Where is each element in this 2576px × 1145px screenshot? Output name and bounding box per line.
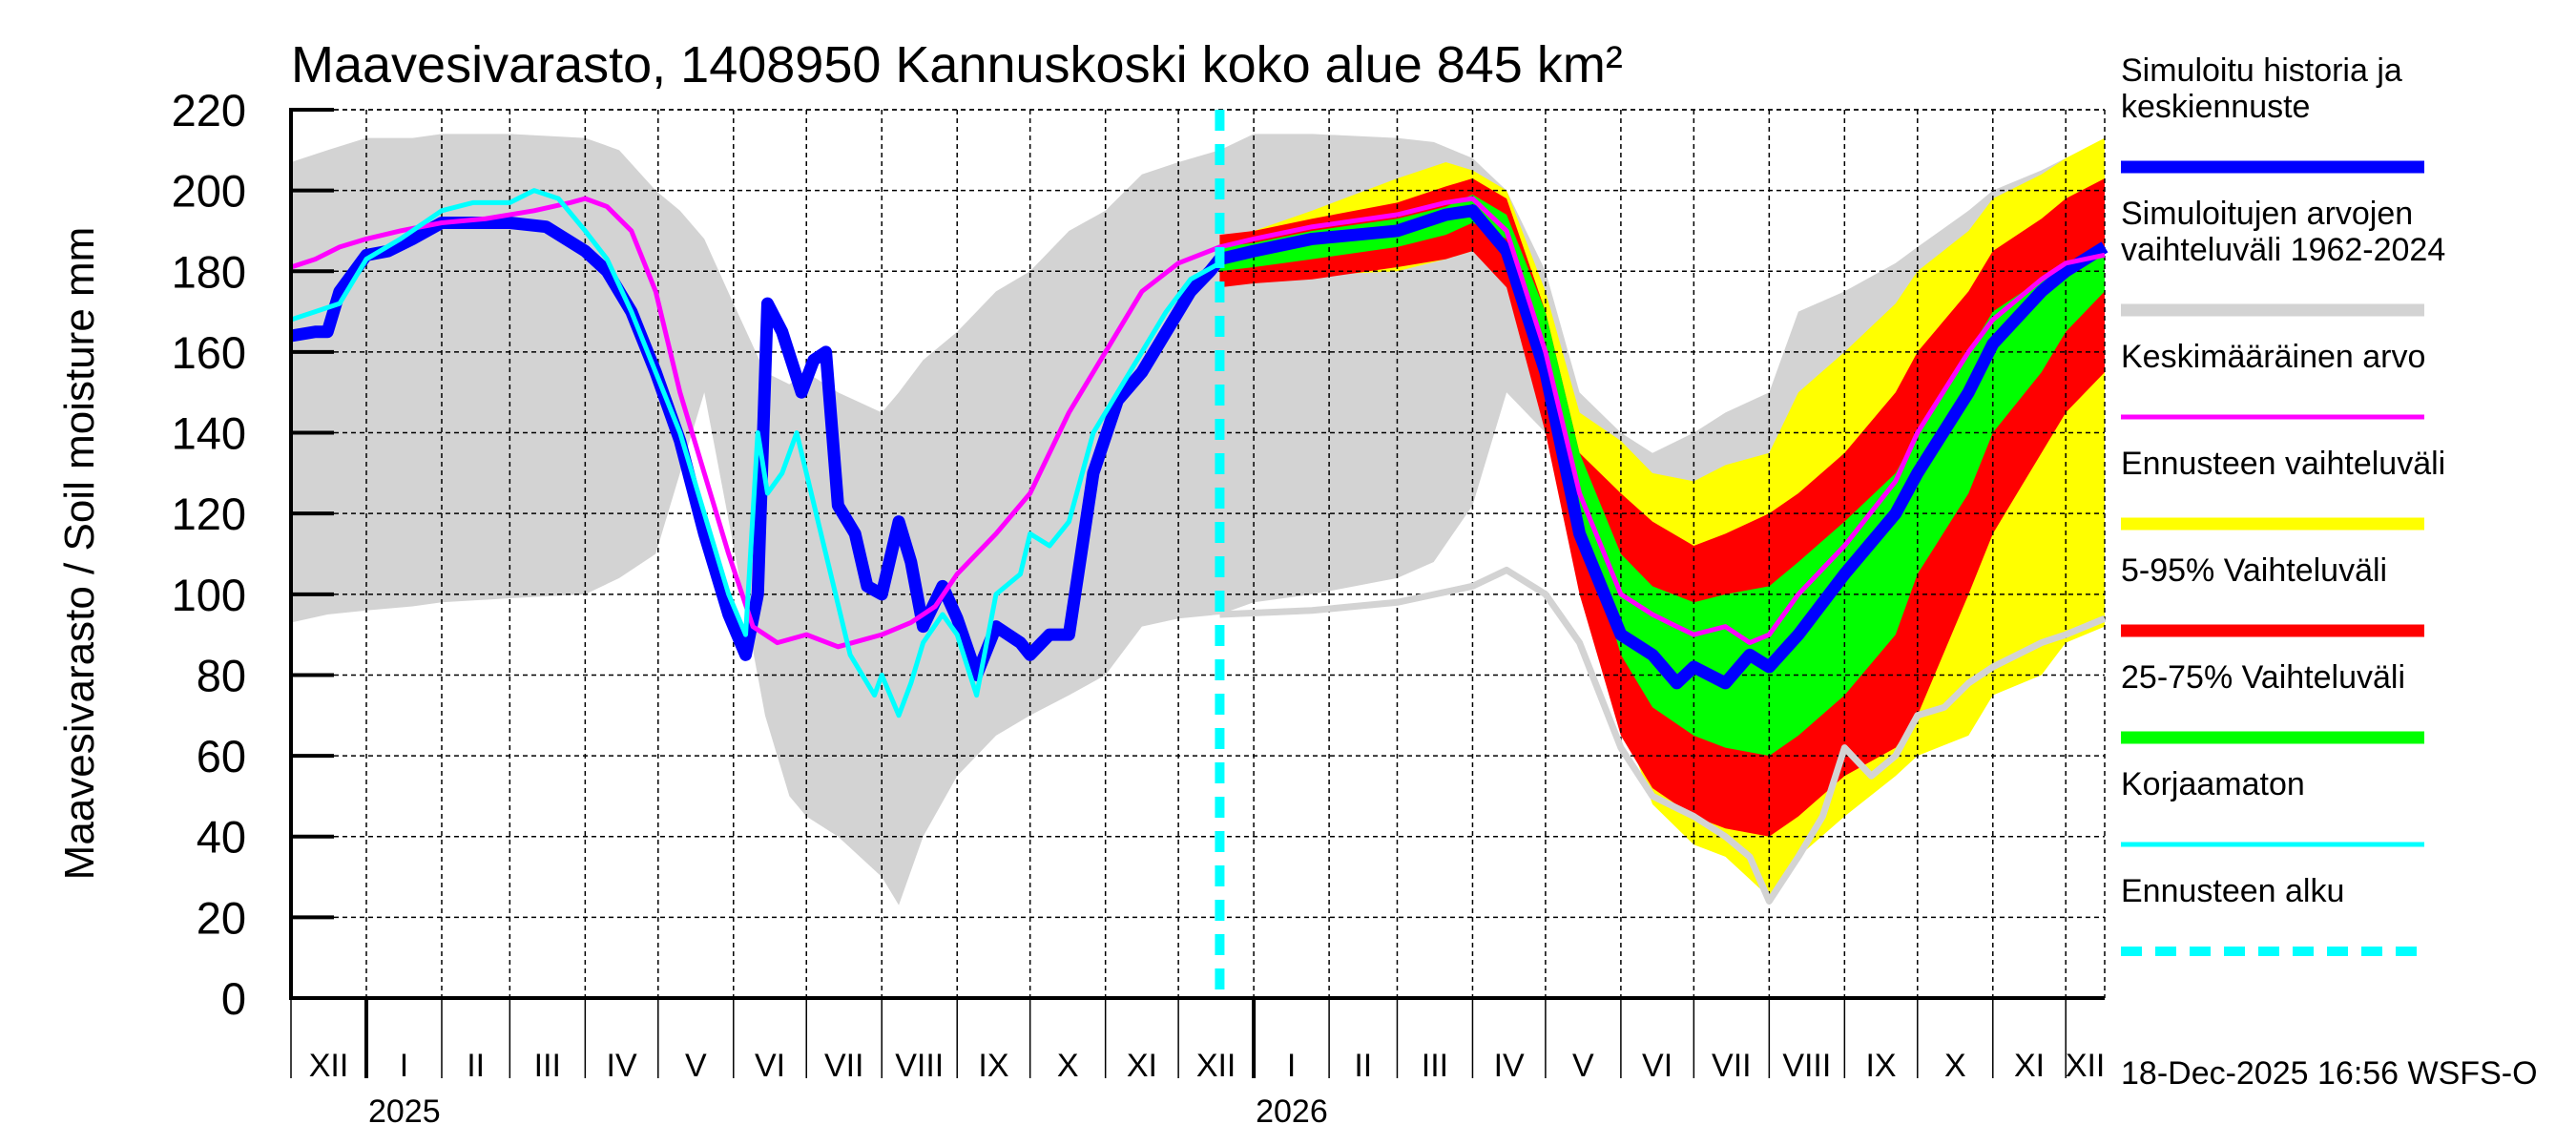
month-label: VIII — [895, 1048, 944, 1084]
month-label: VI — [755, 1048, 785, 1084]
band-5-95-vaihteluv-li — [1219, 177, 2105, 837]
chart-title: Maavesivarasto, 1408950 Kannuskoski koko… — [291, 36, 1623, 94]
month-label: III — [1422, 1048, 1448, 1084]
y-tick-label: 80 — [197, 650, 246, 700]
legend-item: 25-75% Vaihteluväli — [2121, 659, 2424, 744]
y-tick-label: 40 — [197, 812, 246, 863]
legend-label: Simuloitu historia ja — [2121, 52, 2402, 89]
y-tick-label: 200 — [172, 166, 246, 217]
legend-label: 25-75% Vaihteluväli — [2121, 659, 2405, 696]
line-simuloitujen-arvojen-vaihteluv-li-1962-2024-forecast-period-bounds — [1219, 566, 2107, 905]
legend-label: Ennusteen vaihteluväli — [2121, 446, 2445, 482]
legend-item: 5-95% Vaihteluväli — [2121, 552, 2424, 637]
lines-layer — [289, 110, 2109, 998]
month-label: VII — [824, 1048, 864, 1084]
month-label: VIII — [1782, 1048, 1831, 1084]
legend-item: Keskimääräinen arvo — [2121, 339, 2425, 420]
legend-label: Simuloitujen arvojen — [2121, 196, 2413, 232]
legend-label: Korjaamaton — [2121, 766, 2305, 802]
y-tick-label: 60 — [197, 731, 246, 781]
y-tick-label: 100 — [172, 570, 246, 620]
legend: Simuloitu historia jakeskiennusteSimuloi… — [2121, 52, 2445, 956]
legend-label: 5-95% Vaihteluväli — [2121, 552, 2387, 589]
month-label: I — [400, 1048, 408, 1084]
month-label: XI — [2014, 1048, 2045, 1084]
legend-label: Ennusteen alku — [2121, 873, 2344, 909]
month-label: V — [1572, 1048, 1594, 1084]
line-keskim-r-inen-arvo — [290, 196, 2106, 650]
month-label: XII — [1196, 1048, 1236, 1084]
month-label: IV — [1494, 1048, 1525, 1084]
month-label: X — [1944, 1048, 1966, 1084]
y-tick-label: 120 — [172, 489, 246, 539]
legend-label: keskiennuste — [2121, 89, 2310, 125]
year-label: 2026 — [1256, 1093, 1328, 1130]
y-tick-label: 0 — [221, 973, 246, 1024]
legend-item: Ennusteen vaihteluväli — [2121, 446, 2445, 531]
legend-item: Korjaamaton — [2121, 766, 2424, 847]
bands-layer — [291, 134, 2105, 906]
month-label: II — [1354, 1048, 1372, 1084]
month-label: IV — [607, 1048, 637, 1084]
month-label: VI — [1642, 1048, 1672, 1084]
y-tick-label: 140 — [172, 408, 246, 459]
legend-item: Ennusteen alku — [2121, 873, 2424, 956]
legend-label: Keskimääräinen arvo — [2121, 339, 2425, 375]
month-label: XI — [1127, 1048, 1157, 1084]
month-label: VII — [1712, 1048, 1752, 1084]
y-tick-label: 180 — [172, 246, 246, 297]
month-label: XII — [2066, 1048, 2106, 1084]
y-tick-label: 160 — [172, 327, 246, 378]
timestamp-footer: 18-Dec-2025 16:56 WSFS-O — [2121, 1055, 2538, 1092]
line-korjaamaton — [290, 188, 1221, 718]
month-label: V — [685, 1048, 707, 1084]
band-simuloitujen-arvojen-vaihteluv-li-1962-2024 — [291, 134, 2105, 906]
y-axis-label: Maavesivarasto / Soil moisture mm — [56, 227, 103, 881]
month-label: IX — [978, 1048, 1008, 1084]
y-tick-label: 220 — [172, 85, 246, 135]
grid-layer — [291, 109, 2106, 998]
band-25-75-vaihteluv-li — [1219, 194, 2105, 757]
month-label: IX — [1865, 1048, 1896, 1084]
legend-label: vaihteluväli 1962-2024 — [2121, 232, 2445, 268]
month-label: II — [467, 1048, 485, 1084]
y-tick-label: 20 — [197, 892, 246, 943]
month-label: XII — [309, 1048, 349, 1084]
month-label: X — [1057, 1048, 1079, 1084]
month-label: I — [1287, 1048, 1296, 1084]
year-label: 2025 — [368, 1093, 441, 1130]
month-label: III — [534, 1048, 561, 1084]
